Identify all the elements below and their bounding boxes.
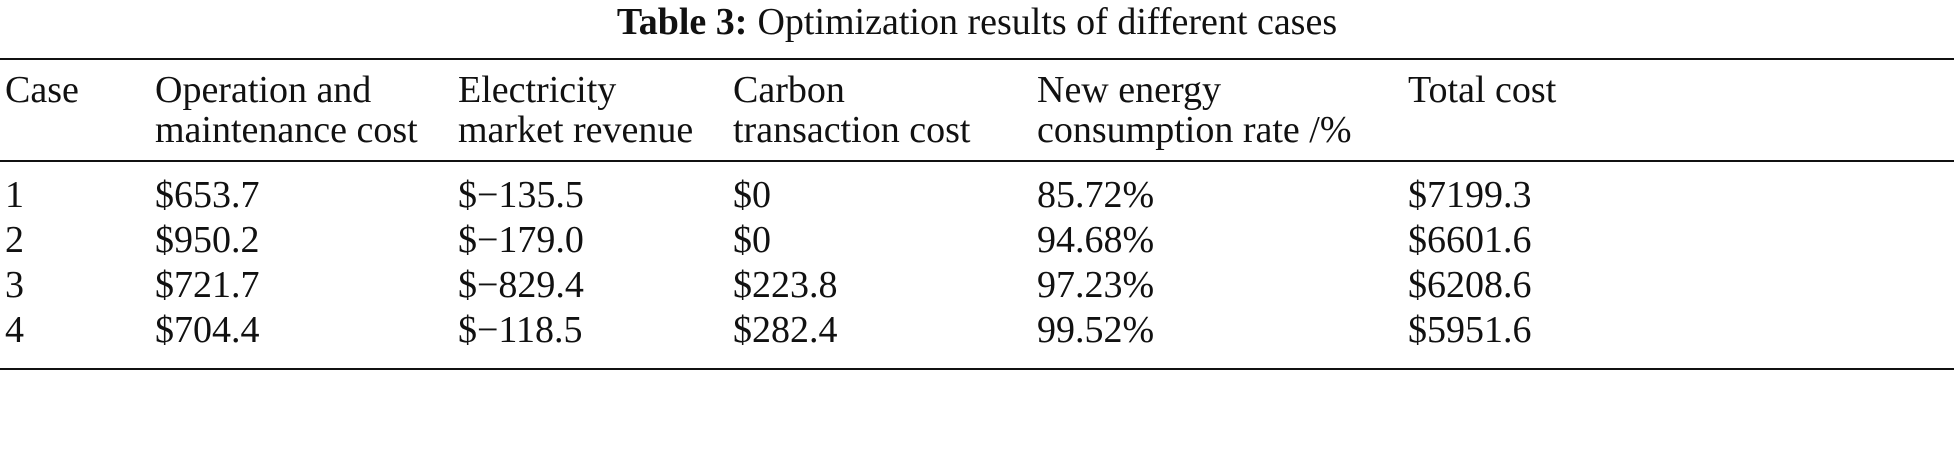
table-cell: $6601.6: [1408, 219, 1532, 261]
bottom-rule: [0, 368, 1954, 370]
header-cell: Case: [5, 69, 79, 111]
header-cell: transaction cost: [733, 109, 971, 151]
table-cell: 1: [5, 174, 24, 216]
table-cell: $0: [733, 219, 771, 261]
header-cell: Carbon: [733, 69, 845, 111]
header-rule: [0, 160, 1954, 162]
table-cell: $6208.6: [1408, 264, 1532, 306]
table-cell: $721.7: [155, 264, 260, 306]
table-cell: $950.2: [155, 219, 260, 261]
header-cell: market revenue: [458, 109, 694, 151]
table-cell: 94.68%: [1037, 219, 1155, 261]
table-cell: 4: [5, 309, 24, 351]
caption-text: Optimization results of different cases: [757, 1, 1338, 43]
table-cell: $282.4: [733, 309, 838, 351]
table-cell: $−118.5: [458, 309, 583, 351]
table-cell: $7199.3: [1408, 174, 1532, 216]
table-caption: Table 3: Optimization results of differen…: [0, 2, 1954, 42]
table-cell: 3: [5, 264, 24, 306]
header-cell: New energy: [1037, 69, 1221, 111]
header-cell: Total cost: [1408, 69, 1557, 111]
table-cell: $5951.6: [1408, 309, 1532, 351]
table-cell: 2: [5, 219, 24, 261]
table-cell: $−829.4: [458, 264, 584, 306]
table-cell: $−179.0: [458, 219, 584, 261]
table-cell: $704.4: [155, 309, 260, 351]
table-cell: 85.72%: [1037, 174, 1155, 216]
table-cell: $−135.5: [458, 174, 584, 216]
table-cell: 99.52%: [1037, 309, 1155, 351]
table-cell: $653.7: [155, 174, 260, 216]
header-cell: consumption rate /%: [1037, 109, 1352, 151]
top-rule: [0, 58, 1954, 60]
table-cell: $223.8: [733, 264, 838, 306]
caption-label: Table 3:: [616, 1, 748, 43]
table-cell: $0: [733, 174, 771, 216]
table-cell: 97.23%: [1037, 264, 1155, 306]
header-cell: Electricity: [458, 69, 617, 111]
header-cell: maintenance cost: [155, 109, 418, 151]
header-cell: Operation and: [155, 69, 372, 111]
